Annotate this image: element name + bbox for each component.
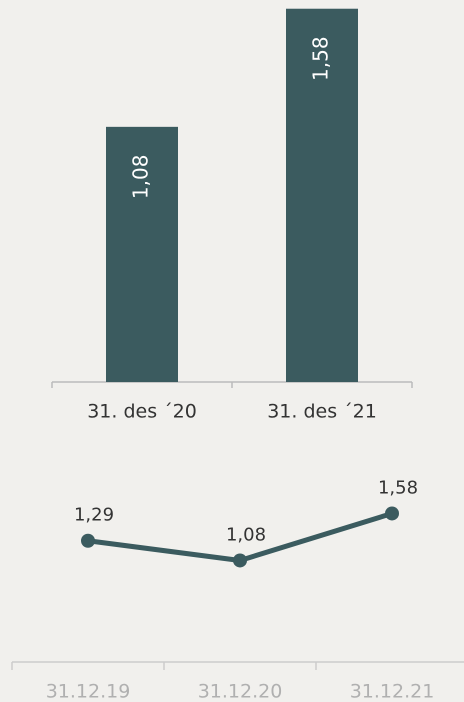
point (385, 506, 399, 521)
bar (286, 8, 358, 382)
x-tick-label: 31.12.20 (198, 681, 283, 702)
x-tick-label: 31.12.21 (350, 681, 435, 702)
point-value-label: 1,08 (226, 524, 266, 545)
x-tick-label: 31.12.19 (46, 681, 131, 702)
point (81, 533, 95, 548)
bar-value-label: 1,58 (309, 36, 333, 81)
point-value-label: 1,58 (378, 477, 418, 498)
x-tick-label: 31. des ´21 (267, 401, 377, 423)
bar-value-label: 1,08 (129, 155, 153, 200)
x-tick-label: 31. des ´20 (87, 401, 197, 423)
bar (106, 126, 178, 382)
point-value-label: 1,29 (74, 505, 114, 526)
point (233, 553, 247, 568)
